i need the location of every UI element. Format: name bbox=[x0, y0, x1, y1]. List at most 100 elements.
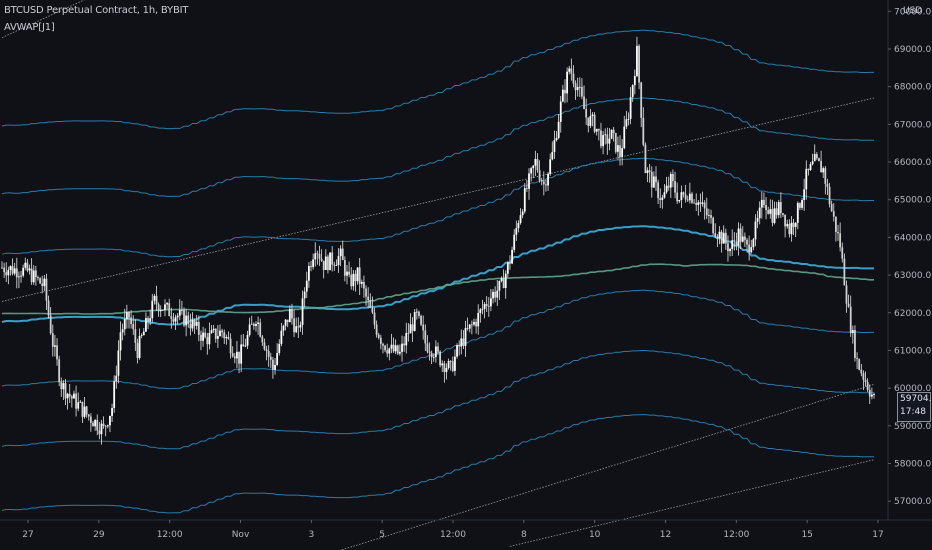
time-tick-label: 17 bbox=[872, 530, 883, 540]
candle-body bbox=[858, 359, 861, 370]
candle-body bbox=[542, 181, 545, 185]
candle-body bbox=[559, 101, 562, 122]
candle-body bbox=[642, 117, 645, 145]
candle-body bbox=[657, 182, 660, 199]
candle-body bbox=[574, 83, 577, 91]
candle-body bbox=[81, 401, 84, 417]
candle-body bbox=[424, 330, 427, 344]
symbol-title[interactable]: BTCUSD Perpetual Contract, 1h, BYBIT bbox=[4, 5, 189, 16]
candle-body bbox=[233, 356, 236, 359]
candle-body bbox=[553, 140, 556, 153]
candle-body bbox=[5, 272, 8, 276]
candle-body bbox=[697, 202, 700, 206]
candle-body bbox=[564, 89, 566, 94]
trendline bbox=[1, 97, 875, 302]
candle-body bbox=[769, 209, 772, 214]
candle-body bbox=[128, 311, 130, 318]
candle-body bbox=[485, 304, 488, 306]
candle-body bbox=[62, 383, 65, 390]
candle-body bbox=[650, 171, 653, 188]
candle-body bbox=[248, 324, 251, 336]
candle-body bbox=[862, 373, 865, 380]
candle-body bbox=[782, 213, 784, 215]
candle-body bbox=[701, 202, 704, 204]
candle-body bbox=[521, 211, 524, 216]
candle-body bbox=[212, 328, 215, 331]
candle-body bbox=[70, 396, 73, 399]
candle-body bbox=[411, 324, 414, 331]
candle-body bbox=[176, 315, 179, 318]
candle-body bbox=[686, 199, 689, 201]
candle-body bbox=[468, 324, 471, 329]
candle-body bbox=[132, 324, 135, 330]
price-tick-label: 62000.0 bbox=[894, 309, 931, 319]
candle-body bbox=[682, 192, 685, 195]
candle-body bbox=[815, 154, 818, 159]
currency-label: USD bbox=[903, 6, 923, 16]
candle-body bbox=[551, 152, 554, 160]
candle-body bbox=[396, 345, 399, 354]
candle-body bbox=[257, 322, 259, 325]
candle-body bbox=[519, 215, 522, 224]
candle-body bbox=[729, 248, 731, 252]
time-tick-label: 29 bbox=[93, 530, 105, 540]
candle-body bbox=[28, 268, 31, 271]
candle-body bbox=[269, 356, 272, 360]
candle-body bbox=[367, 296, 370, 301]
candle-body bbox=[813, 154, 816, 162]
candle-body bbox=[219, 330, 221, 337]
candle-body bbox=[854, 329, 856, 358]
price-tick-label: 63000.0 bbox=[894, 271, 931, 281]
candle-body bbox=[45, 278, 48, 301]
candle-body bbox=[765, 204, 767, 211]
candle-body bbox=[695, 203, 698, 206]
candle-body bbox=[369, 300, 372, 308]
candle-body bbox=[284, 319, 287, 326]
candle-body bbox=[161, 309, 164, 311]
candle-body bbox=[187, 315, 190, 325]
candle-body bbox=[555, 138, 558, 141]
candle-body bbox=[824, 168, 827, 184]
indicator-legend[interactable]: AVWAP[J1] bbox=[4, 22, 55, 33]
avwap-band bbox=[1, 157, 874, 258]
candle-body bbox=[401, 343, 403, 352]
candle-body bbox=[477, 312, 480, 327]
candle-body bbox=[513, 234, 516, 250]
candle-body bbox=[214, 328, 217, 339]
candle-body bbox=[170, 316, 173, 320]
price-axis[interactable]: 57000.0 58000.0 59000.0 60000.0 61000.0 62000… bbox=[887, 0, 931, 520]
vwap-green-line bbox=[1, 263, 874, 315]
candle-body bbox=[708, 215, 710, 216]
candle-body bbox=[303, 291, 306, 299]
candle-body bbox=[741, 236, 744, 242]
candle-body bbox=[466, 328, 469, 329]
candle-body bbox=[678, 200, 681, 202]
candle-body bbox=[752, 239, 755, 248]
candle-body bbox=[166, 303, 168, 305]
last-price-tag: 59704.5 17:48 bbox=[897, 392, 932, 422]
time-axis[interactable]: 27 29 12:00 Nov 3 5 12:00 8 10 12 12:00 15 17 bbox=[0, 519, 932, 540]
candle-body bbox=[407, 332, 410, 334]
candle-body bbox=[428, 351, 431, 353]
candle-body bbox=[384, 345, 386, 351]
candle-body bbox=[263, 342, 266, 350]
candle-body bbox=[267, 350, 270, 357]
candle-body bbox=[629, 97, 632, 120]
candle-body bbox=[115, 375, 118, 382]
price-tick-label: 67000.0 bbox=[894, 120, 931, 130]
candle-body bbox=[394, 345, 397, 352]
candle-body bbox=[149, 318, 152, 322]
candle-layer bbox=[1, 36, 875, 445]
candle-body bbox=[41, 283, 44, 286]
time-tick-label: 27 bbox=[22, 530, 33, 540]
candle-body bbox=[843, 258, 846, 286]
candle-body bbox=[839, 233, 842, 248]
candle-body bbox=[382, 343, 384, 346]
candle-body bbox=[576, 87, 579, 91]
time-tick-label: 12:00 bbox=[440, 530, 466, 540]
candle-body bbox=[811, 161, 814, 165]
candle-body bbox=[301, 298, 304, 325]
candle-body bbox=[299, 324, 302, 328]
